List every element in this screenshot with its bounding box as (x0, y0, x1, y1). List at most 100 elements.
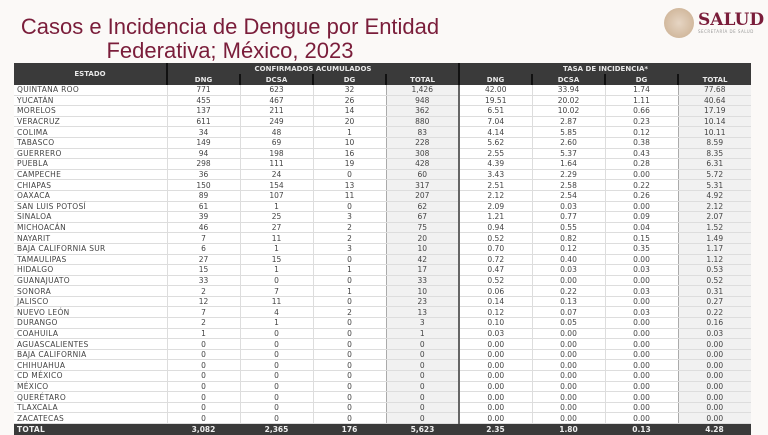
state-name: CAMPECHE (14, 169, 167, 180)
state-name: YUCATÁN (14, 95, 167, 106)
cell-total: 0.16 (678, 318, 751, 329)
cell-dng: 6.51 (459, 106, 532, 117)
cell-dg: 0.00 (605, 392, 678, 403)
cell-total: 0 (386, 349, 459, 360)
state-name: MÉXICO (14, 381, 167, 392)
cell-dg: 0.04 (605, 222, 678, 233)
cell-dg: 0 (313, 392, 386, 403)
cell-dcsa: 111 (240, 159, 313, 170)
cell-dng: 89 (167, 190, 240, 201)
cell-dg: 0 (313, 296, 386, 307)
cell-total: 317 (386, 180, 459, 191)
cell-dcsa: 69 (240, 137, 313, 148)
cell-total: 62 (386, 201, 459, 212)
cell-total: 0.00 (678, 339, 751, 350)
salud-logo: SALUD SECRETARÍA DE SALUD (664, 8, 764, 38)
state-name: BAJA CALIFORNIA (14, 349, 167, 360)
cell-dcsa: 0.07 (532, 307, 605, 318)
cell-dng: 2.51 (459, 180, 532, 191)
cell-dg: 176 (313, 424, 386, 435)
cell-dg: 3 (313, 243, 386, 254)
cell-dcsa: 11 (240, 296, 313, 307)
cell-dg: 0.03 (605, 307, 678, 318)
cell-dg: 0.00 (605, 339, 678, 350)
cell-dng: 0.00 (459, 413, 532, 424)
cell-dg: 0 (313, 201, 386, 212)
cell-dcsa: 24 (240, 169, 313, 180)
cell-dcsa: 198 (240, 148, 313, 159)
cell-dng: 7 (167, 307, 240, 318)
cell-total: 1.12 (678, 254, 751, 265)
cell-dng: 1.21 (459, 212, 532, 223)
cell-dg: 0.00 (605, 413, 678, 424)
cell-dcsa: 0 (240, 381, 313, 392)
cell-dg: 0 (313, 318, 386, 329)
cell-total: 0.27 (678, 296, 751, 307)
subheader-dcsa: DCSA (532, 74, 605, 85)
cell-dcsa: 5.37 (532, 148, 605, 159)
header-tasa: TASA DE INCIDENCIA* (459, 63, 751, 74)
cell-dcsa: 0.00 (532, 349, 605, 360)
cell-dng: 12 (167, 296, 240, 307)
state-name: GUANAJUATO (14, 275, 167, 286)
cell-dcsa: 0 (240, 360, 313, 371)
cell-total: 1,426 (386, 85, 459, 95)
cell-dng: 0.12 (459, 307, 532, 318)
state-name: MORELOS (14, 106, 167, 117)
cell-dg: 0 (313, 275, 386, 286)
cell-dg: 19 (313, 159, 386, 170)
cell-dcsa: 5.85 (532, 127, 605, 138)
cell-dng: 0 (167, 371, 240, 382)
cell-total: 880 (386, 116, 459, 127)
cell-total: 5,623 (386, 424, 459, 435)
cell-dcsa: 20.02 (532, 95, 605, 106)
cell-dg: 0.00 (605, 296, 678, 307)
cell-dg: 0.00 (605, 169, 678, 180)
cell-dg: 0.15 (605, 233, 678, 244)
cell-dg: 0.22 (605, 180, 678, 191)
cell-dg: 20 (313, 116, 386, 127)
cell-total: 4.28 (678, 424, 751, 435)
cell-total: 6.31 (678, 159, 751, 170)
state-name: SONORA (14, 286, 167, 297)
state-name: GUERRERO (14, 148, 167, 159)
cell-dg: 0.00 (605, 254, 678, 265)
cell-total: 83 (386, 127, 459, 138)
cell-dg: 26 (313, 95, 386, 106)
state-name: HIDALGO (14, 265, 167, 276)
cell-total: 0.22 (678, 307, 751, 318)
cell-dg: 0.00 (605, 360, 678, 371)
cell-dcsa: 2.87 (532, 116, 605, 127)
state-name: NAYARIT (14, 233, 167, 244)
cell-total: 0 (386, 381, 459, 392)
cell-total: 10 (386, 243, 459, 254)
cell-dcsa: 48 (240, 127, 313, 138)
cell-dng: 149 (167, 137, 240, 148)
cell-total: 0 (386, 371, 459, 382)
cell-dg: 0.12 (605, 127, 678, 138)
subheader-total: TOTAL (386, 74, 459, 85)
cell-dcsa: 0.13 (532, 296, 605, 307)
seal-icon (664, 8, 694, 38)
state-name: SINALOA (14, 212, 167, 223)
cell-total: 13 (386, 307, 459, 318)
state-name: CD MÉXICO (14, 371, 167, 382)
cell-dcsa: 107 (240, 190, 313, 201)
cell-dg: 0.00 (605, 349, 678, 360)
cell-total: 1.17 (678, 243, 751, 254)
cell-dg: 0.09 (605, 212, 678, 223)
cell-total: 0 (386, 413, 459, 424)
cell-dcsa: 0.82 (532, 233, 605, 244)
